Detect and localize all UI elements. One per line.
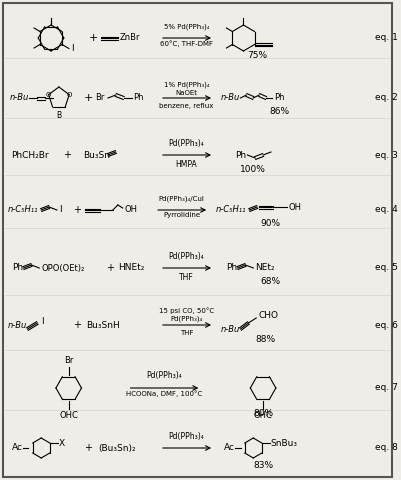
Text: O: O [46, 92, 51, 97]
Text: Bu₃Sn: Bu₃Sn [83, 151, 110, 159]
Text: X: X [59, 439, 65, 447]
Text: 83%: 83% [252, 461, 272, 470]
Text: B: B [56, 111, 61, 120]
Text: OH: OH [124, 205, 137, 215]
Text: 60°C, THF-DMF: 60°C, THF-DMF [160, 40, 213, 47]
Text: NaOEt: NaOEt [175, 90, 197, 96]
Text: 100%: 100% [240, 166, 265, 175]
Text: SnBu₃: SnBu₃ [270, 439, 297, 447]
Text: Ph: Ph [12, 264, 23, 273]
Text: (Bu₃Sn)₂: (Bu₃Sn)₂ [98, 444, 136, 453]
Text: 80%: 80% [252, 408, 272, 418]
Text: eq. 5: eq. 5 [374, 264, 397, 273]
Text: Ac: Ac [12, 444, 23, 453]
Text: n-Bu: n-Bu [8, 321, 27, 329]
Text: n-Bu: n-Bu [10, 94, 29, 103]
Text: Pyrrolidine: Pyrrolidine [163, 212, 200, 218]
Text: 5% Pd(PPh₃)₄: 5% Pd(PPh₃)₄ [163, 24, 209, 30]
Text: Ph: Ph [273, 94, 284, 103]
Text: HNEt₂: HNEt₂ [117, 264, 144, 273]
Text: +: + [84, 443, 92, 453]
Text: Ph: Ph [225, 264, 236, 273]
Text: HCOONa, DMF, 100°C: HCOONa, DMF, 100°C [126, 390, 202, 396]
Text: eq. 2: eq. 2 [374, 94, 397, 103]
Text: Pd(PPh₃)₄: Pd(PPh₃)₄ [170, 315, 202, 322]
Text: Br: Br [95, 94, 104, 103]
Text: 75%: 75% [247, 51, 267, 60]
Text: eq. 1: eq. 1 [374, 34, 397, 43]
Text: Ph: Ph [133, 94, 144, 103]
Text: NEt₂: NEt₂ [255, 264, 274, 273]
Text: I: I [59, 205, 61, 215]
Text: OH: OH [288, 203, 301, 212]
Text: eq. 6: eq. 6 [374, 321, 397, 329]
Text: n-C₅H₁₁: n-C₅H₁₁ [8, 205, 38, 215]
Text: THF: THF [179, 273, 193, 282]
Text: +: + [73, 205, 80, 215]
Text: n-Bu: n-Bu [220, 94, 239, 103]
Text: Pd(PPh₃)₄: Pd(PPh₃)₄ [168, 432, 204, 441]
Text: I: I [71, 44, 73, 53]
Text: 68%: 68% [259, 277, 279, 287]
Text: Br: Br [64, 356, 73, 365]
Text: 1% Pd(PPh₃)₄: 1% Pd(PPh₃)₄ [163, 82, 209, 88]
Text: +: + [88, 33, 98, 43]
Text: Pd(PPh₃)₄: Pd(PPh₃)₄ [168, 252, 204, 261]
Text: HMPA: HMPA [175, 160, 197, 169]
Text: Pd(PPh₃)₄: Pd(PPh₃)₄ [168, 139, 204, 148]
Text: CHO: CHO [257, 312, 277, 321]
Text: benzene, reflux: benzene, reflux [159, 103, 213, 109]
Text: Ph: Ph [235, 151, 246, 159]
Text: 86%: 86% [269, 108, 289, 117]
Text: eq. 7: eq. 7 [374, 384, 397, 393]
Text: 90%: 90% [259, 219, 279, 228]
Text: OHC: OHC [253, 411, 272, 420]
Text: 88%: 88% [254, 335, 274, 344]
Text: THF: THF [179, 330, 193, 336]
Text: OPO(OEt)₂: OPO(OEt)₂ [41, 264, 84, 273]
Text: ZnBr: ZnBr [119, 34, 140, 43]
Text: PhCH₂Br: PhCH₂Br [10, 151, 48, 159]
Text: n-C₅H₁₁: n-C₅H₁₁ [215, 205, 246, 215]
Text: Pd(PPh₃)₄/CuI: Pd(PPh₃)₄/CuI [158, 195, 204, 202]
Text: +: + [63, 150, 71, 160]
Text: eq. 3: eq. 3 [374, 151, 397, 159]
Text: Ac: Ac [223, 444, 234, 453]
Text: OHC: OHC [59, 411, 78, 420]
Text: eq. 8: eq. 8 [374, 444, 397, 453]
Text: +: + [83, 93, 93, 103]
Text: +: + [106, 263, 113, 273]
Text: Pd(PPh₃)₄: Pd(PPh₃)₄ [146, 371, 181, 380]
Text: n-Bu: n-Bu [220, 324, 239, 334]
Text: eq. 4: eq. 4 [374, 205, 397, 215]
Text: Bu₃SnH: Bu₃SnH [86, 321, 120, 329]
Text: O: O [66, 92, 72, 97]
Text: +: + [73, 320, 80, 330]
Text: 15 psi CO, 50°C: 15 psi CO, 50°C [158, 307, 214, 314]
Text: I: I [41, 317, 44, 326]
